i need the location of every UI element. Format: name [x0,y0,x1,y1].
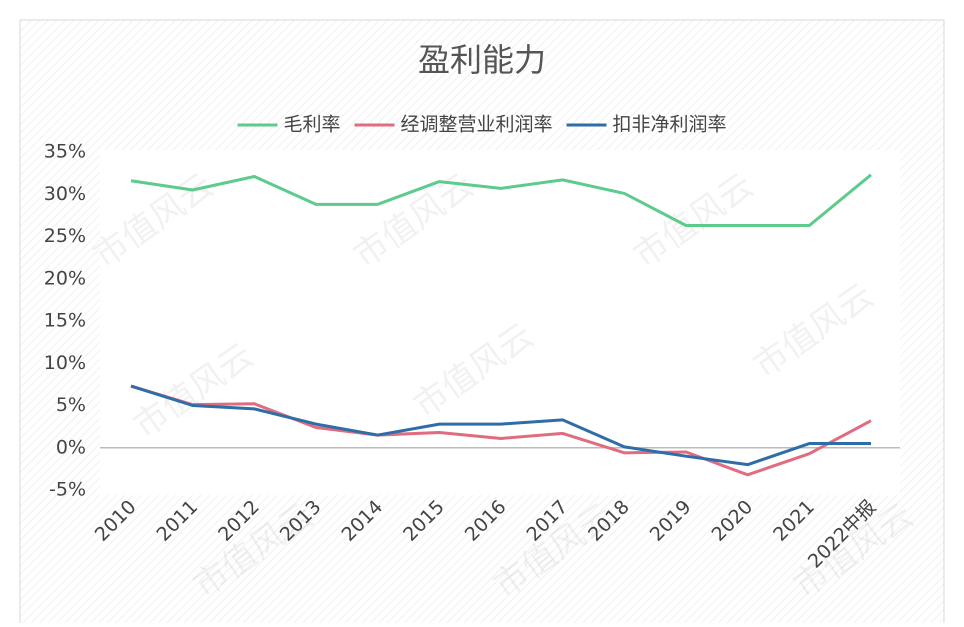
plot-area [100,150,900,495]
line [130,173,872,228]
y-tick-label: 20% [44,267,86,289]
legend: 毛利率 经调整营业利润率 扣非净利润率 [237,114,727,136]
y-tick-label: 25% [44,225,86,247]
legend-label: 经调整营业利润率 [400,114,552,136]
y-tick-label: 0% [56,436,86,458]
y-tick-label: 30% [44,183,86,205]
legend-label: 扣非净利润率 [613,114,727,136]
line [130,384,871,467]
y-tick-label: 15% [44,310,86,332]
line [130,384,872,477]
y-tick-label: 35% [44,141,86,163]
y-tick-label: -5% [49,479,86,501]
y-tick-label: 10% [44,352,86,374]
legend-label: 毛利率 [283,114,340,136]
chart-title: 盈利能力 [418,41,546,79]
y-tick-label: 5% [56,394,86,416]
